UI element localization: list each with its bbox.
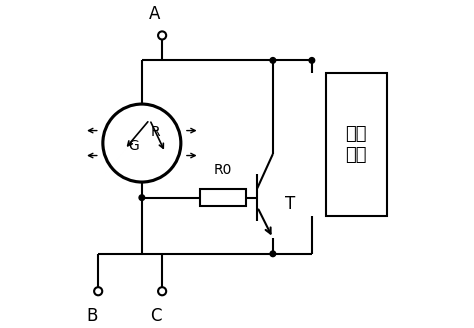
Text: R: R [151,125,161,139]
Text: T: T [285,195,296,213]
Text: 升压
电路: 升压 电路 [346,125,367,164]
Circle shape [270,251,276,256]
Text: C: C [150,307,162,325]
Circle shape [270,58,276,63]
Circle shape [94,287,102,295]
Circle shape [139,195,145,200]
Bar [200,189,246,206]
Circle shape [158,31,166,39]
Circle shape [158,287,166,295]
Text: A: A [149,5,160,23]
Circle shape [309,58,315,63]
Text: G: G [128,139,139,153]
Text: R0: R0 [214,163,232,177]
Bar [326,73,387,216]
Text: B: B [86,307,98,325]
